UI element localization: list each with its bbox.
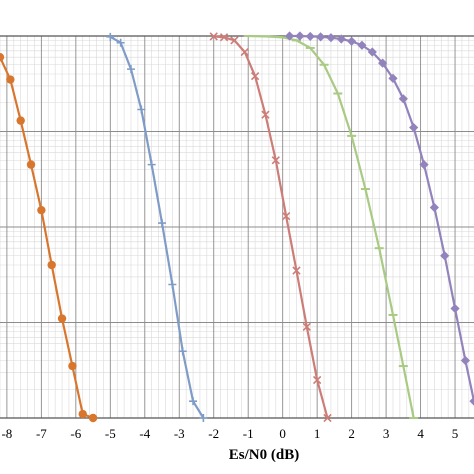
data-point	[302, 322, 311, 332]
data-point	[450, 303, 460, 314]
data-point	[68, 361, 77, 371]
data-point	[126, 65, 135, 74]
data-point	[284, 31, 295, 41]
data-point	[367, 47, 377, 57]
x-tick-label: -6	[70, 426, 81, 441]
series-2	[106, 32, 208, 422]
x-tick-label: 1	[314, 426, 321, 441]
x-tick-label: 4	[417, 426, 424, 441]
x-tick-label: 3	[383, 426, 390, 441]
data-point	[88, 413, 98, 423]
data-point	[209, 32, 218, 41]
data-point	[295, 31, 305, 41]
data-point	[0, 52, 5, 62]
x-axis-title: Es/N0 (dB)	[229, 447, 299, 463]
data-point	[158, 219, 167, 228]
series-group	[0, 31, 474, 423]
series-1	[0, 52, 98, 423]
data-point	[271, 156, 280, 165]
data-point	[469, 396, 474, 406]
x-tick-label: 5	[452, 426, 459, 441]
series-line	[0, 56, 94, 420]
data-point	[199, 414, 208, 422]
data-point	[78, 409, 87, 419]
data-point	[57, 314, 67, 323]
data-point	[168, 280, 177, 289]
data-point	[240, 47, 249, 57]
data-point	[178, 347, 187, 356]
data-point	[261, 110, 270, 119]
data-point	[47, 260, 56, 270]
data-point	[440, 251, 450, 261]
data-point	[419, 160, 429, 170]
x-tick-label: 0	[279, 426, 286, 441]
data-point	[336, 34, 346, 44]
data-point	[26, 160, 36, 169]
data-point	[6, 75, 15, 84]
series-line	[109, 35, 205, 419]
data-point	[347, 36, 357, 46]
x-tick-label: -5	[105, 426, 116, 441]
data-point	[137, 105, 146, 114]
data-point	[219, 33, 229, 42]
data-point	[16, 116, 25, 125]
data-point	[37, 205, 46, 215]
data-point	[189, 397, 198, 406]
data-point	[315, 32, 326, 42]
data-point	[323, 413, 332, 423]
series-4	[243, 34, 419, 419]
data-point	[312, 375, 322, 385]
x-tick-label: -8	[1, 426, 12, 441]
x-tick-labels: -8 -7 -6 -5 -4 -3 -2 -1 0 1 2 3 4 5	[1, 426, 458, 441]
data-point	[326, 33, 336, 43]
data-point	[292, 266, 301, 275]
x-tick-label: 2	[348, 426, 355, 441]
data-point	[116, 38, 125, 47]
data-point	[378, 58, 388, 68]
data-point	[305, 31, 315, 42]
series-5	[284, 31, 474, 406]
x-tick-label: -1	[243, 426, 254, 441]
data-point	[250, 71, 260, 81]
x-tick-label: -2	[208, 426, 219, 441]
data-point	[429, 202, 439, 213]
data-point	[230, 36, 239, 45]
x-tick-label: -4	[139, 426, 150, 441]
series-line	[213, 35, 329, 419]
data-point	[460, 355, 470, 366]
x-tick-label: -3	[174, 426, 185, 441]
series-3	[209, 32, 332, 423]
data-point	[357, 40, 367, 50]
data-point	[106, 32, 115, 41]
x-tick-label: -7	[36, 426, 47, 441]
data-point	[388, 73, 398, 83]
data-point	[281, 211, 291, 221]
data-point	[398, 94, 408, 104]
data-point	[409, 122, 419, 133]
grid	[0, 35, 474, 419]
data-point	[147, 160, 156, 169]
